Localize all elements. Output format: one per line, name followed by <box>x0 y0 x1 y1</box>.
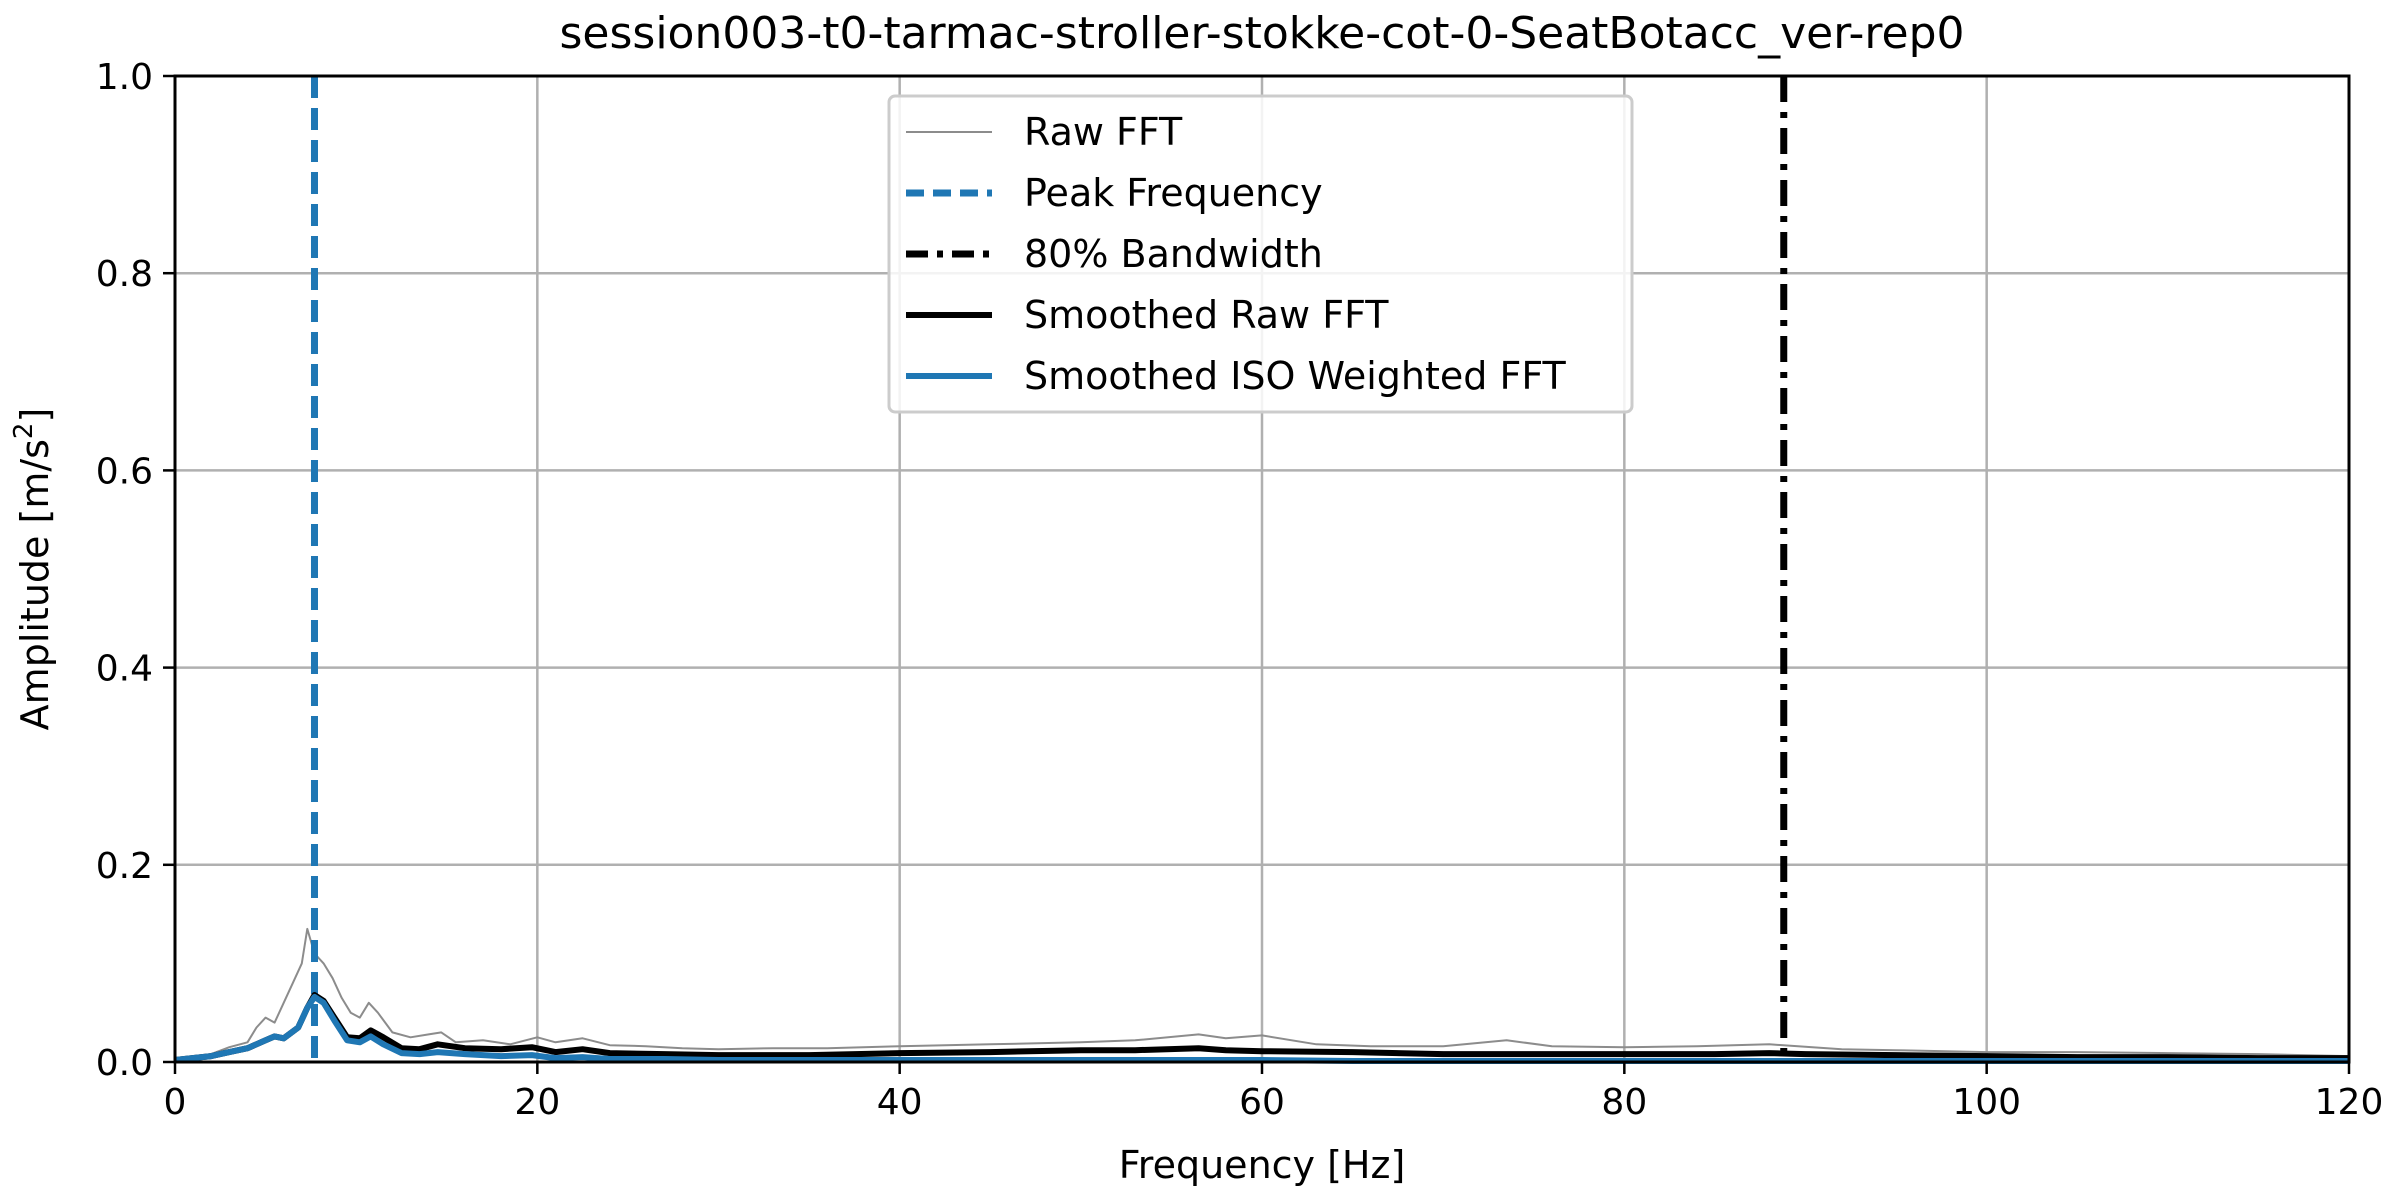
x-tick-label: 0 <box>164 1082 187 1123</box>
legend-label: Smoothed Raw FFT <box>1024 293 1389 337</box>
y-tick-label: 0.6 <box>96 451 153 492</box>
legend-label: Peak Frequency <box>1024 171 1323 215</box>
y-axis-label-main: Amplitude [m/s <box>13 439 57 730</box>
legend-frame <box>887 94 1634 414</box>
x-tick-label: 20 <box>514 1082 560 1123</box>
x-tick-label: 120 <box>2315 1082 2384 1123</box>
series-raw-fft <box>174 927 2350 1060</box>
y-tick-label: 0.2 <box>96 846 153 887</box>
x-axis-label: Frequency [Hz] <box>1119 1143 1406 1187</box>
legend: Raw FFT Peak Frequency 80% Bandwidth Smooth… <box>887 94 1634 414</box>
y-axis-ticks: 0.0 0.2 0.4 0.6 0.8 1.0 <box>96 57 175 1084</box>
y-axis-label: Amplitude [m/s2] <box>9 408 57 731</box>
x-axis-ticks: 0 20 40 60 80 100 120 <box>164 1062 2384 1123</box>
x-tick-label: 80 <box>1601 1082 1647 1123</box>
y-axis-label-end: ] <box>13 408 57 423</box>
x-tick-label: 40 <box>877 1082 923 1123</box>
legend-label: Raw FFT <box>1024 110 1183 154</box>
y-tick-label: 0.4 <box>96 649 153 690</box>
x-tick-label: 100 <box>1952 1082 2021 1123</box>
y-tick-label: 0.8 <box>96 254 153 295</box>
y-tick-label: 1.0 <box>96 57 153 98</box>
y-axis-label-superscript: 2 <box>9 423 39 440</box>
legend-label: Smoothed ISO Weighted FFT <box>1024 354 1567 398</box>
chart-title: session003-t0-tarmac-stroller-stokke-cot… <box>559 8 1964 59</box>
x-tick-label: 60 <box>1239 1082 1285 1123</box>
y-tick-label: 0.0 <box>96 1043 153 1084</box>
legend-label: 80% Bandwidth <box>1024 232 1323 276</box>
